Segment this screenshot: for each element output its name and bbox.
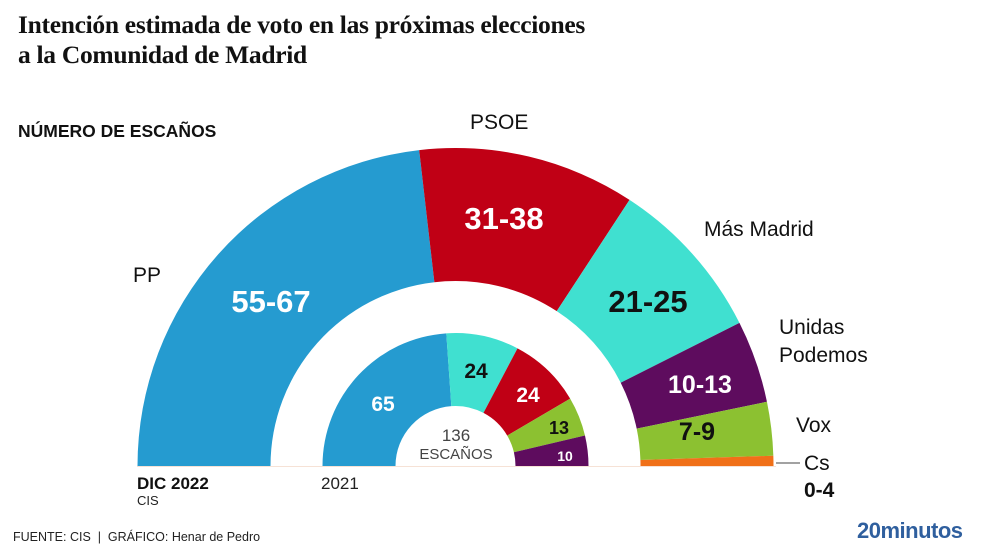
outer-ring-dic-2022: 55-67 31-38 21-25 10-13 7-9: [137, 148, 774, 467]
value-label-pp: 55-67: [231, 284, 310, 319]
outer-ring-source: CIS: [137, 493, 159, 508]
center-total: 136: [442, 426, 470, 445]
slice-pp: [137, 150, 435, 467]
slice-psoe: [483, 348, 571, 436]
chart-title-line-1: Intención estimada de voto en las próxim…: [18, 10, 586, 39]
party-name-labels: PP PSOE Más Madrid Unidas Podemos Vox Cs 0-4: [133, 111, 868, 502]
value-label-vox: 13: [549, 418, 569, 438]
value-label-unidas-podemos: 10-13: [668, 371, 732, 399]
party-name-cs: Cs: [804, 452, 830, 475]
slice-vox: [636, 401, 774, 461]
slice-unidas-podemos: [513, 435, 589, 466]
value-label-psoe: 31-38: [464, 201, 543, 236]
party-name-vox: Vox: [796, 414, 832, 437]
party-name-pp: PP: [133, 264, 161, 287]
outer-ring-label: DIC 2022: [137, 474, 209, 493]
value-label-pp: 65: [371, 393, 395, 416]
slice-unidas-podemos: [620, 322, 767, 429]
center-unit: ESCAÑOS: [419, 446, 492, 463]
slice-mas-madrid: [556, 199, 740, 383]
slice-cs: [640, 455, 774, 466]
inner-ring-label: 2021: [321, 474, 359, 493]
brand-logo: 20minutos: [857, 518, 963, 543]
party-name-unidas-podemos-line-2: Podemos: [779, 344, 868, 367]
value-label-mas-madrid: 24: [464, 360, 488, 383]
chart-subtitle: NÚMERO DE ESCAÑOS: [18, 121, 217, 141]
inner-ring-2021: 65 24 24 13 10: [322, 333, 589, 466]
chart-title: Intención estimada de voto en las próxim…: [18, 10, 585, 70]
value-label-cs: 0-4: [804, 479, 835, 502]
party-name-mas-madrid: Más Madrid: [704, 218, 814, 241]
slice-mas-madrid: [446, 333, 518, 413]
value-label-unidas-podemos: 10: [557, 448, 573, 464]
value-label-vox: 7-9: [679, 418, 715, 446]
value-label-psoe: 24: [516, 384, 540, 407]
slice-psoe: [419, 148, 630, 312]
chart-title-line-2: a la Comunidad de Madrid: [18, 40, 307, 69]
value-label-mas-madrid: 21-25: [608, 284, 687, 319]
slice-pp: [322, 333, 452, 466]
slice-vox: [507, 398, 585, 453]
party-name-psoe: PSOE: [470, 111, 528, 134]
footer-credits: FUENTE: CIS | GRÁFICO: Henar de Pedro: [13, 530, 261, 544]
party-name-unidas-podemos-line-1: Unidas: [779, 316, 844, 339]
